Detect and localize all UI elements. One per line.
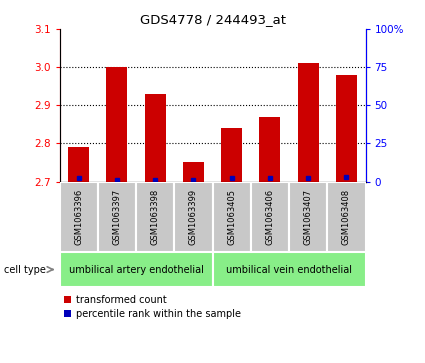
- FancyBboxPatch shape: [174, 182, 212, 252]
- FancyBboxPatch shape: [212, 252, 366, 287]
- FancyBboxPatch shape: [289, 182, 327, 252]
- Bar: [298, 64, 319, 182]
- Text: umbilical artery endothelial: umbilical artery endothelial: [68, 265, 204, 274]
- FancyBboxPatch shape: [60, 252, 212, 287]
- Text: cell type: cell type: [4, 265, 46, 274]
- Legend: transformed count, percentile rank within the sample: transformed count, percentile rank withi…: [64, 295, 241, 319]
- Bar: [144, 94, 166, 182]
- FancyBboxPatch shape: [327, 182, 366, 252]
- Text: GSM1063398: GSM1063398: [150, 189, 160, 245]
- Text: GSM1063406: GSM1063406: [265, 189, 275, 245]
- Bar: [259, 117, 280, 182]
- Bar: [68, 147, 89, 182]
- FancyBboxPatch shape: [136, 182, 174, 252]
- Bar: [336, 75, 357, 182]
- Bar: [221, 128, 242, 182]
- FancyBboxPatch shape: [251, 182, 289, 252]
- Text: umbilical vein endothelial: umbilical vein endothelial: [226, 265, 352, 274]
- FancyBboxPatch shape: [60, 182, 98, 252]
- Text: GSM1063408: GSM1063408: [342, 189, 351, 245]
- Bar: [106, 67, 128, 182]
- FancyBboxPatch shape: [212, 182, 251, 252]
- Text: GSM1063405: GSM1063405: [227, 189, 236, 245]
- FancyBboxPatch shape: [98, 182, 136, 252]
- Text: GSM1063396: GSM1063396: [74, 189, 83, 245]
- Text: GSM1063399: GSM1063399: [189, 189, 198, 245]
- Bar: [183, 163, 204, 182]
- Text: GSM1063407: GSM1063407: [303, 189, 313, 245]
- Title: GDS4778 / 244493_at: GDS4778 / 244493_at: [139, 13, 286, 26]
- Text: GSM1063397: GSM1063397: [112, 189, 122, 245]
